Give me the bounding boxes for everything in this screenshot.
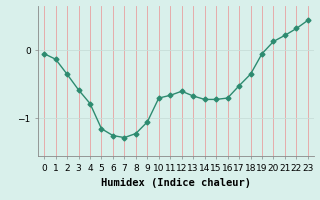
X-axis label: Humidex (Indice chaleur): Humidex (Indice chaleur) — [101, 178, 251, 188]
